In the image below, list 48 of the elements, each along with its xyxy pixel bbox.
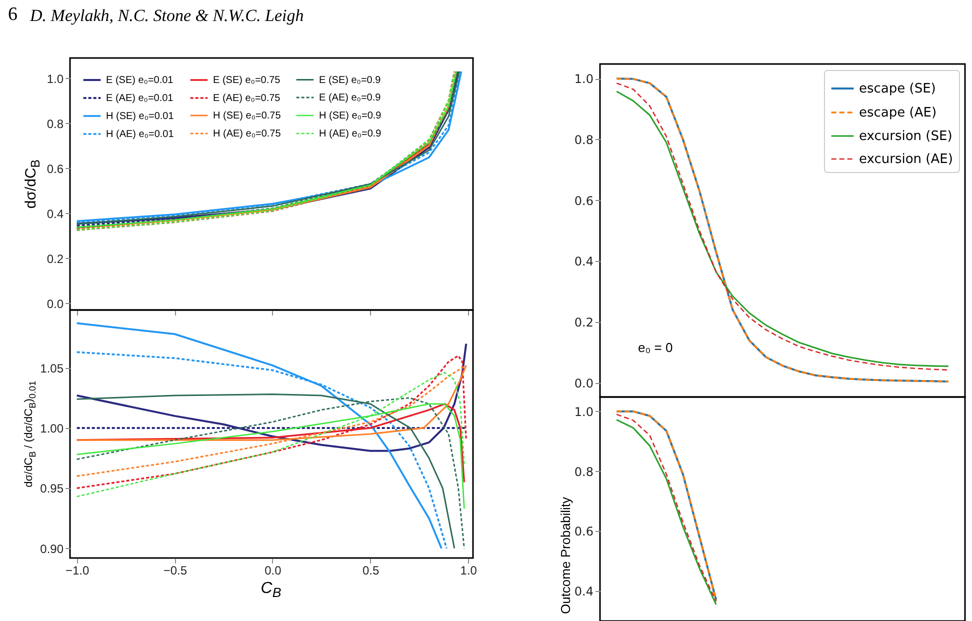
y-tick-label: 0.4: [574, 254, 594, 269]
legend-label: H (SE) e₀=0.75: [213, 110, 282, 122]
text: 6: [8, 4, 18, 26]
x-tick-label: −0.5: [163, 564, 188, 578]
y-tick-label: 0.4: [574, 584, 594, 599]
legend-label: E (AE) e₀=0.9: [319, 92, 382, 104]
y-tick-label: 0.0: [46, 296, 64, 311]
legend-label: escape (AE): [859, 106, 937, 120]
legend-label: excursion (AE): [859, 152, 953, 167]
x-tick-label: 0.5: [362, 564, 380, 578]
x-axis-title: C$_{B}$: [260, 580, 282, 600]
y-axis-title: Outcome Probability: [558, 496, 574, 614]
x-tick-label: 0.0: [264, 564, 282, 578]
x-tick-label: 1.0: [460, 564, 478, 578]
y-tick-label: 1.0: [574, 404, 594, 419]
y-tick-label: 0.90: [40, 542, 64, 556]
legend-label: H (SE) e₀=0.9: [319, 110, 382, 122]
line-series: [76, 342, 468, 452]
y-tick-label: 1.0: [46, 72, 64, 86]
legend-label: H (SE) e₀=0.01: [106, 111, 174, 122]
annotation: e₀ = 0: [638, 340, 673, 355]
text: D. Meylakh, N.C. Stone & N.W.C. Leigh: [30, 6, 304, 26]
y-tick-label: 0.8: [46, 116, 64, 131]
y-tick-label: 1.00: [40, 421, 64, 436]
x-tick-label: −1.0: [65, 564, 90, 578]
legend-label: excursion (SE): [859, 129, 952, 144]
legend-label: H (AE) e₀=0.01: [106, 129, 174, 140]
y-tick-label: 0.2: [46, 252, 64, 266]
line-series: [76, 354, 467, 490]
legend-label: E (AE) e₀=0.01: [106, 93, 174, 104]
y-tick-label: 0.6: [574, 524, 594, 539]
y-tick-label: 0.6: [46, 162, 64, 176]
y-tick-label: 0.95: [40, 482, 64, 496]
legend-label: H (AE) e₀=0.75: [213, 128, 282, 140]
y-tick-label: 0.8: [574, 132, 594, 147]
legend-label: E (SE) e₀=0.75: [213, 75, 281, 86]
y-tick-label: 0.6: [574, 194, 594, 208]
y-tick-label: 0.2: [574, 316, 594, 330]
y-tick-label: 0.4: [46, 206, 64, 221]
legend-label: E (SE) e₀=0.9: [319, 74, 382, 86]
y-tick-label: 0.0: [574, 376, 594, 390]
y-tick-label: 1.0: [574, 72, 594, 86]
legend-label: H (AE) e₀=0.9: [319, 128, 382, 140]
y-tick-label: 0.8: [574, 464, 594, 479]
y-tick-label: 1.05: [40, 361, 64, 376]
legend-label: E (AE) e₀=0.75: [213, 93, 281, 104]
legend-label: E (SE) e₀=0.01: [106, 75, 174, 86]
legend-label: escape (SE): [859, 82, 936, 96]
